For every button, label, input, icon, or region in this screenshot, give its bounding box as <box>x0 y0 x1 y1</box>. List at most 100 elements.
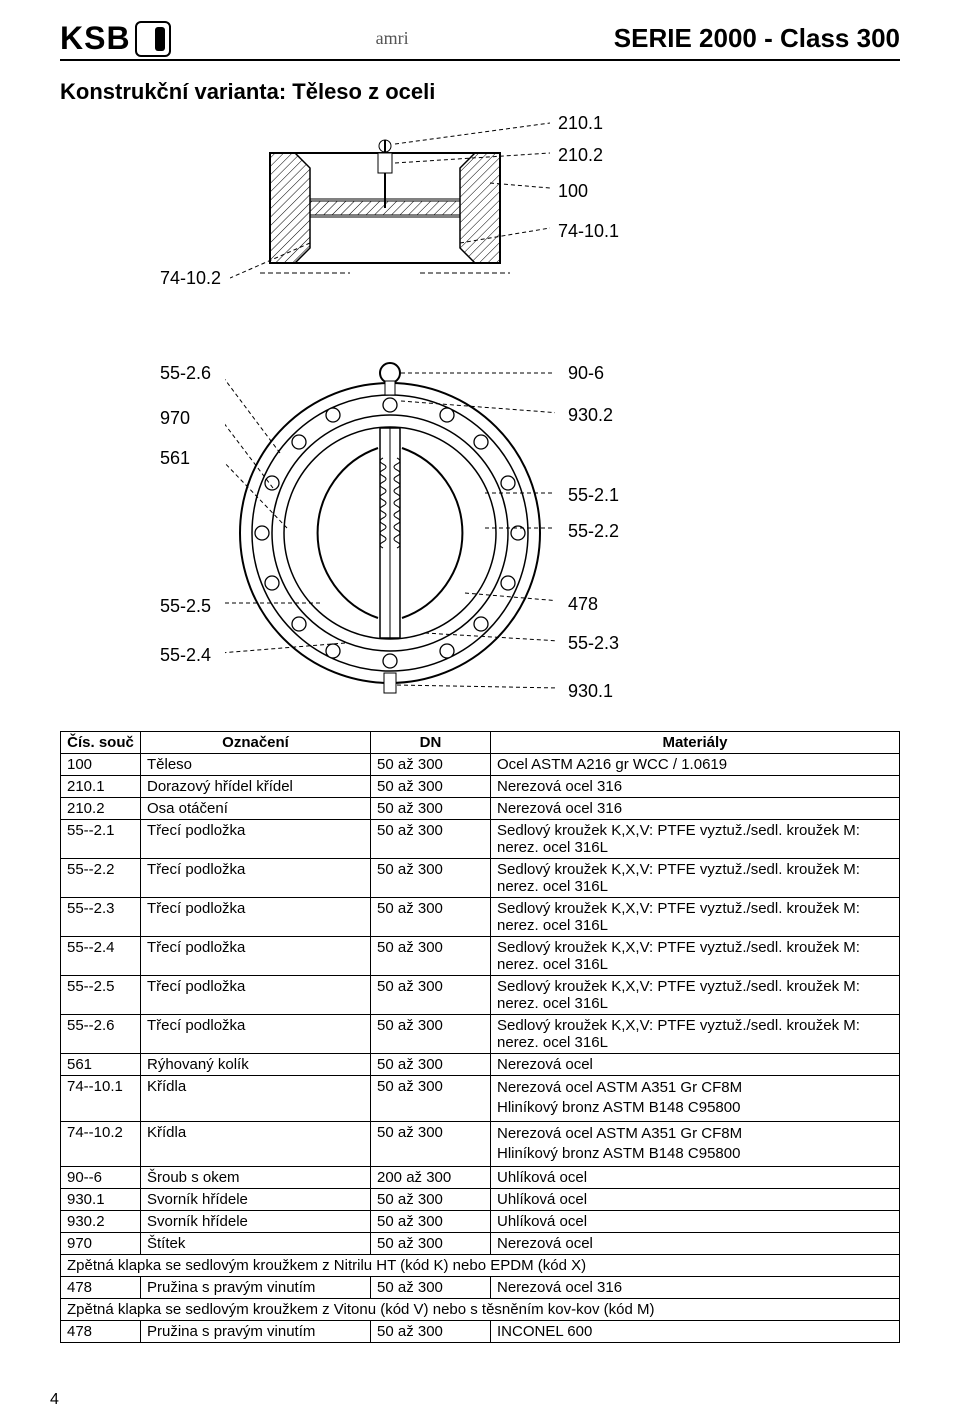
table-cell: 90--6 <box>61 1167 141 1189</box>
table-note-row: Zpětná klapka se sedlovým kroužkem z Nit… <box>61 1255 900 1277</box>
table-header-row: Čís. souč Označení DN Materiály <box>61 732 900 754</box>
table-cell: 50 až 300 <box>371 1076 491 1122</box>
table-row: 100Těleso50 až 300Ocel ASTM A216 gr WCC … <box>61 754 900 776</box>
table-cell: 50 až 300 <box>371 1015 491 1054</box>
table-cell: 930.2 <box>61 1211 141 1233</box>
d1-label-74-10-2: 74-10.2 <box>160 268 221 289</box>
d2-r-55-2-3: 55-2.3 <box>568 633 619 654</box>
table-note-cell: Zpětná klapka se sedlovým kroužkem z Nit… <box>61 1255 900 1277</box>
d2-r-930-2: 930.2 <box>568 405 613 426</box>
table-cell: Sedlový kroužek K,X,V: PTFE vyztuž./sedl… <box>491 898 900 937</box>
table-cell: Sedlový kroužek K,X,V: PTFE vyztuž./sedl… <box>491 937 900 976</box>
table-cell: Nerezová ocel 316 <box>491 776 900 798</box>
table-cell: Křídla <box>141 1076 371 1122</box>
table-row: 210.1Dorazový hřídel křídel50 až 300Nere… <box>61 776 900 798</box>
logo-icon <box>135 21 171 57</box>
parts-table: Čís. souč Označení DN Materiály 100Těles… <box>60 731 900 1343</box>
table-row: 210.2Osa otáčení50 až 300Nerezová ocel 3… <box>61 798 900 820</box>
table-cell: Třecí podložka <box>141 976 371 1015</box>
table-row: 55--2.3Třecí podložka50 až 300Sedlový kr… <box>61 898 900 937</box>
table-cell: Uhlíková ocel <box>491 1189 900 1211</box>
table-cell: Třecí podložka <box>141 898 371 937</box>
class-text: Class 300 <box>780 23 900 53</box>
table-cell: Sedlový kroužek K,X,V: PTFE vyztuž./sedl… <box>491 820 900 859</box>
table-cell: INCONEL 600 <box>491 1321 900 1343</box>
table-cell: Sedlový kroužek K,X,V: PTFE vyztuž./sedl… <box>491 976 900 1015</box>
th-name: Označení <box>141 732 371 754</box>
table-row: 55--2.2Třecí podložka50 až 300Sedlový kr… <box>61 859 900 898</box>
table-cell: 50 až 300 <box>371 859 491 898</box>
table-cell: Těleso <box>141 754 371 776</box>
table-cell: Uhlíková ocel <box>491 1211 900 1233</box>
page-header: KSB amri SERIE 2000 - Class 300 <box>60 20 900 61</box>
table-cell: 50 až 300 <box>371 1054 491 1076</box>
table-cell: Křídla <box>141 1121 371 1167</box>
d1-label-210-2: 210.2 <box>558 145 603 166</box>
table-row: 55--2.1Třecí podložka50 až 300Sedlový kr… <box>61 820 900 859</box>
table-row: 90--6Šroub s okem200 až 300Uhlíková ocel <box>61 1167 900 1189</box>
d2-r-930-1: 930.1 <box>568 681 613 702</box>
table-cell: Sedlový kroužek K,X,V: PTFE vyztuž./sedl… <box>491 859 900 898</box>
page-number: 4 <box>50 1391 59 1409</box>
table-note-cell: Zpětná klapka se sedlovým kroužkem z Vit… <box>61 1299 900 1321</box>
table-cell: Rýhovaný kolík <box>141 1054 371 1076</box>
table-cell: 50 až 300 <box>371 1121 491 1167</box>
table-cell: 50 až 300 <box>371 898 491 937</box>
series-title: SERIE 2000 - Class 300 <box>614 23 900 54</box>
table-cell: 50 až 300 <box>371 1211 491 1233</box>
table-cell: 561 <box>61 1054 141 1076</box>
d1-label-210-1: 210.1 <box>558 113 603 134</box>
table-row: 970Štítek50 až 300Nerezová ocel <box>61 1233 900 1255</box>
table-row: 55--2.4Třecí podložka50 až 300Sedlový kr… <box>61 937 900 976</box>
table-cell: 50 až 300 <box>371 1277 491 1299</box>
table-cell: Osa otáčení <box>141 798 371 820</box>
table-cell: Nerezová ocel ASTM A351 Gr CF8MHliníkový… <box>491 1076 900 1122</box>
d1-label-74-10-1: 74-10.1 <box>558 221 619 242</box>
d2-l-970: 970 <box>160 408 190 429</box>
subtitle: Konstrukční varianta: Těleso z oceli <box>60 79 900 105</box>
table-cell: Svorník hřídele <box>141 1211 371 1233</box>
table-cell: Nerezová ocel 316 <box>491 798 900 820</box>
table-cell: Šroub s okem <box>141 1167 371 1189</box>
table-cell: 50 až 300 <box>371 976 491 1015</box>
table-row: 561Rýhovaný kolík50 až 300Nerezová ocel <box>61 1054 900 1076</box>
table-cell: Ocel ASTM A216 gr WCC / 1.0619 <box>491 754 900 776</box>
table-cell: 478 <box>61 1321 141 1343</box>
table-row: 55--2.6Třecí podložka50 až 300Sedlový kr… <box>61 1015 900 1054</box>
d2-r-55-2-2: 55-2.2 <box>568 521 619 542</box>
table-row: 930.1Svorník hřídele50 až 300Uhlíková oc… <box>61 1189 900 1211</box>
table-cell: Uhlíková ocel <box>491 1167 900 1189</box>
d2-l-55-2-5: 55-2.5 <box>160 596 211 617</box>
table-row: 478Pružina s pravým vinutím50 až 300Nere… <box>61 1277 900 1299</box>
table-cell: 50 až 300 <box>371 754 491 776</box>
table-cell: Nerezová ocel ASTM A351 Gr CF8MHliníkový… <box>491 1121 900 1167</box>
d2-l-561: 561 <box>160 448 190 469</box>
table-note-row: Zpětná klapka se sedlovým kroužkem z Vit… <box>61 1299 900 1321</box>
table-cell: 55--2.6 <box>61 1015 141 1054</box>
table-cell: 50 až 300 <box>371 776 491 798</box>
table-cell: 74--10.2 <box>61 1121 141 1167</box>
table-cell: 50 až 300 <box>371 1189 491 1211</box>
table-cell: Štítek <box>141 1233 371 1255</box>
th-dn: DN <box>371 732 491 754</box>
table-cell: 55--2.3 <box>61 898 141 937</box>
table-cell: Dorazový hřídel křídel <box>141 776 371 798</box>
table-cell: 210.2 <box>61 798 141 820</box>
table-cell: Nerezová ocel <box>491 1054 900 1076</box>
table-cell: 74--10.1 <box>61 1076 141 1122</box>
th-part-no: Čís. souč <box>61 732 141 754</box>
d2-l-55-2-6: 55-2.6 <box>160 363 211 384</box>
table-cell: Třecí podložka <box>141 1015 371 1054</box>
table-cell: Nerezová ocel 316 <box>491 1277 900 1299</box>
table-cell: Nerezová ocel <box>491 1233 900 1255</box>
table-row: 930.2Svorník hřídele50 až 300Uhlíková oc… <box>61 1211 900 1233</box>
table-cell: 50 až 300 <box>371 1321 491 1343</box>
table-cell: Pružina s pravým vinutím <box>141 1277 371 1299</box>
table-cell: 970 <box>61 1233 141 1255</box>
th-material: Materiály <box>491 732 900 754</box>
table-cell: 930.1 <box>61 1189 141 1211</box>
d1-label-100: 100 <box>558 181 588 202</box>
table-cell: 55--2.1 <box>61 820 141 859</box>
logo-block: KSB <box>60 20 171 57</box>
top-section-diagram <box>230 113 550 293</box>
